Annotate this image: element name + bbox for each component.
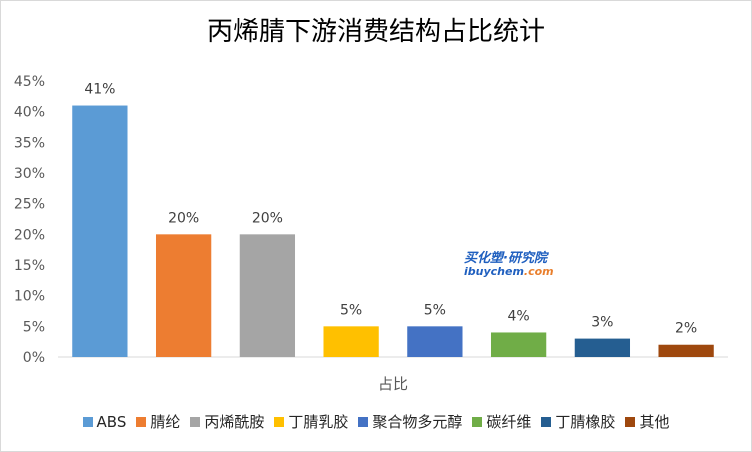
legend-label: 丙烯酰胺 [204, 413, 265, 431]
legend-swatch [190, 416, 201, 427]
y-tick-label: 40% [14, 105, 45, 121]
legend-label: 其他 [639, 413, 670, 431]
legend-item: 腈纶 [136, 411, 180, 432]
y-tick-label: 25% [14, 197, 45, 213]
bar-4 [407, 326, 463, 357]
legend-swatch [541, 416, 552, 427]
data-label: 4% [508, 308, 530, 324]
y-tick-label: 45% [14, 74, 45, 90]
data-label: 20% [168, 210, 199, 226]
legend-swatch [472, 416, 483, 427]
data-label: 2% [675, 321, 697, 337]
legend-swatch [625, 416, 636, 427]
bar-5 [490, 332, 547, 357]
watermark-line2: ibuychem.com [464, 266, 554, 278]
legend-item: 聚合物多元醇 [358, 411, 462, 432]
y-tick-label: 10% [14, 289, 45, 305]
legend-label: 丁腈乳胶 [288, 413, 349, 431]
y-tick-label: 0% [23, 350, 45, 366]
bar-2 [239, 234, 296, 357]
legend: ABS 腈纶 丙烯酰胺 丁腈乳胶 聚合物多元醇 碳纤维 丁腈橡胶 其他 [1, 411, 751, 432]
bar-7 [658, 344, 714, 357]
legend-label: 聚合物多元醇 [372, 413, 463, 431]
y-tick-label: 15% [14, 258, 45, 274]
y-tick-label: 30% [14, 166, 45, 182]
y-tick-label: 5% [23, 319, 45, 335]
watermark: 买化塑·研究院 ibuychem.com [464, 251, 554, 278]
data-label: 20% [252, 210, 283, 226]
legend-swatch [274, 416, 285, 427]
legend-item: 碳纤维 [472, 411, 531, 432]
bar-6 [574, 338, 631, 357]
watermark-line1: 买化塑·研究院 [464, 251, 547, 266]
legend-label: 碳纤维 [486, 413, 532, 431]
legend-label: 丁腈橡胶 [555, 413, 616, 431]
data-label: 5% [424, 302, 446, 318]
legend-item: 其他 [625, 411, 669, 432]
watermark-line2-prefix: ibuychem [464, 265, 524, 279]
data-label: 3% [591, 315, 613, 331]
legend-label: ABS [96, 412, 127, 431]
legend-item: 丁腈乳胶 [274, 411, 348, 432]
y-tick-label: 20% [14, 227, 45, 243]
bar-0 [72, 105, 128, 358]
legend-swatch [82, 416, 93, 427]
y-tick-label: 35% [14, 135, 45, 151]
watermark-line2-suffix: .com [523, 265, 554, 279]
legend-label: 腈纶 [150, 413, 181, 431]
legend-item: ABS [82, 412, 127, 431]
legend-swatch [136, 416, 147, 427]
chart-title: 丙烯腈下游消费结构占比统计 [206, 17, 545, 47]
x-axis-label: 占比 [378, 375, 408, 393]
legend-item: 丁腈橡胶 [541, 411, 615, 432]
data-label: 5% [340, 302, 362, 318]
legend-swatch [358, 416, 369, 427]
bar-1 [155, 234, 212, 357]
bar-3 [323, 326, 379, 357]
legend-item: 丙烯酰胺 [190, 411, 264, 432]
data-label: 41% [84, 82, 115, 98]
